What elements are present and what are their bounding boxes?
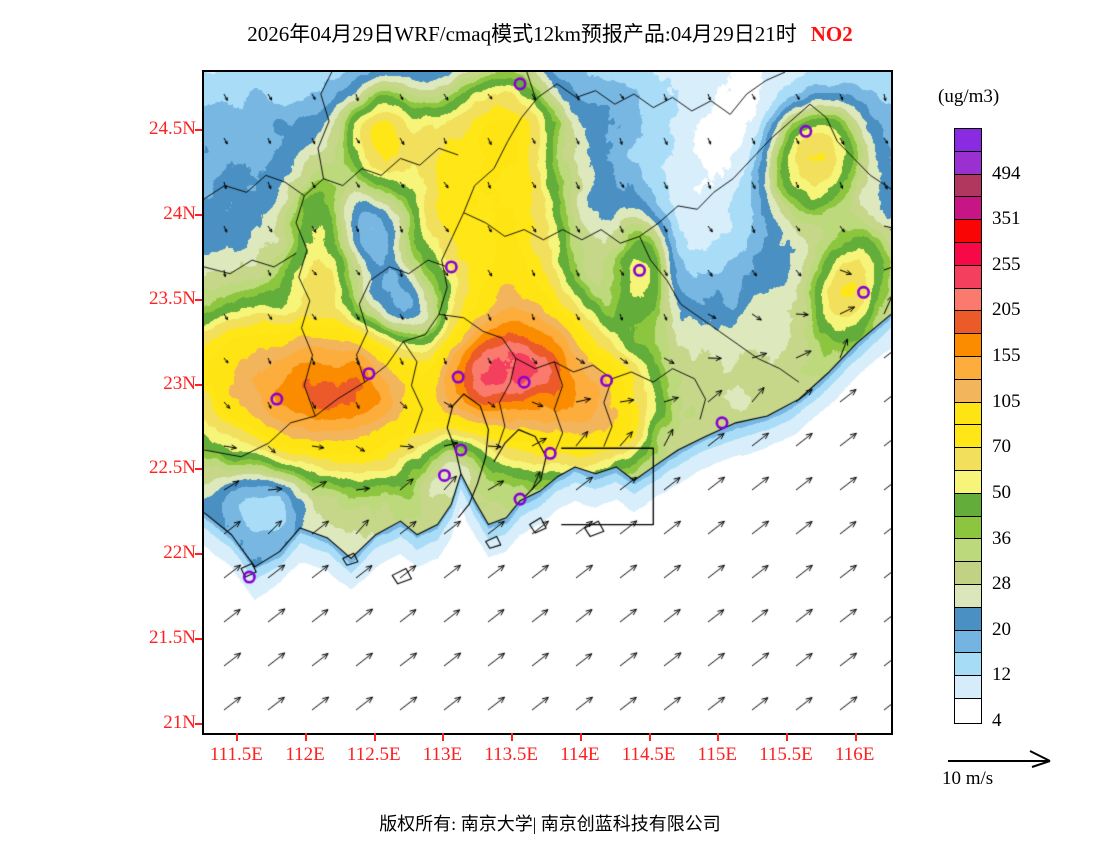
lat-tick-label: 24.5N [149,118,196,140]
lat-tick-label: 23N [163,372,196,394]
colorbar-band [955,607,981,631]
colorbar-band [955,448,981,471]
lon-tick-label: 114E [560,744,600,765]
colorbar-band [955,676,981,699]
colorbar-band [955,562,981,585]
lat-tick-label: 22.5N [149,457,196,479]
lon-tick-label: 116E [834,744,875,765]
lat-tick-mark [195,298,202,301]
colorbar-units-label: (ug/m3) [938,86,1000,107]
lat-tick-mark [195,129,202,132]
colorbar-tick-label: 12 [992,664,1011,686]
colorbar-band [955,516,981,540]
colorbar-tick-label: 20 [992,618,1011,640]
colorbar-band [955,402,981,426]
lon-tick-label: 112E [285,744,325,765]
colorbar-band [955,288,981,312]
wind-key-label: 10 m/s [942,768,994,789]
lon-tick-label: 111.5E [209,744,263,765]
colorbar[interactable] [954,128,982,724]
colorbar-band [955,151,981,175]
colorbar-band [955,197,981,221]
lon-tick-mark [442,733,445,741]
title-text: 2026年04月29日WRF/cmaq模式12km预报产品:04月29日21时 [247,22,797,46]
lon-tick-label: 115E [697,744,737,765]
colorbar-tick-label: 155 [992,345,1021,367]
colorbar-band [955,242,981,266]
lat-tick-mark [195,637,202,640]
lon-tick-mark [717,733,720,741]
page-title: 2026年04月29日WRF/cmaq模式12km预报产品:04月29日21时 N… [0,18,1100,48]
lat-tick-mark [195,383,202,386]
lon-tick-mark [648,733,651,741]
lon-tick-label: 112.5E [346,744,401,765]
colorbar-band [955,265,981,289]
lat-tick-label: 23.5N [149,287,196,309]
colorbar-tick-label: 205 [992,299,1021,321]
lat-tick-label: 24N [163,203,196,225]
lon-tick-label: 114.5E [621,744,676,765]
colorbar-band [955,174,981,198]
lon-tick-label: 115.5E [759,744,813,765]
lon-tick-mark [305,733,308,741]
colorbar-band [955,539,981,563]
lat-tick-label: 22N [163,542,196,564]
lat-tick-mark [195,722,202,725]
copyright-footer: 版权所有: 南京大学| 南京创蓝科技有限公司 [379,814,721,834]
colorbar-tick-label: 105 [992,390,1021,412]
lon-tick-mark [511,733,514,741]
colorbar-tick-label: 70 [992,436,1011,458]
colorbar-band [955,379,981,403]
lat-tick-mark [195,553,202,556]
colorbar-tick-label: 36 [992,527,1011,549]
forecast-map[interactable] [202,70,893,735]
colorbar-band [955,334,981,357]
colorbar-band [955,129,981,152]
colorbar-tick-label: 28 [992,573,1011,595]
colorbar-band [955,630,981,654]
lat-tick-label: 21.5N [149,626,196,648]
colorbar-tick-label: 351 [992,208,1021,230]
lat-tick-mark [195,468,202,471]
colorbar-band [955,653,981,677]
colorbar-tick-label: 494 [992,162,1021,184]
lat-tick-mark [195,214,202,217]
concentration-field-canvas[interactable] [204,72,891,733]
colorbar-band [955,493,981,517]
title-species-label: NO2 [810,22,853,46]
colorbar-band [955,425,981,449]
lon-tick-mark [236,733,239,741]
lon-tick-mark [579,733,582,741]
lon-tick-mark [785,733,788,741]
wind-arrow-icon [948,750,1051,768]
colorbar-tick-label: 50 [992,481,1011,503]
colorbar-band [955,311,981,335]
colorbar-band [955,220,981,243]
lat-tick-label: 21N [163,711,196,733]
lon-tick-mark [373,733,376,741]
colorbar-band [955,584,981,608]
colorbar-band [955,356,981,380]
lon-tick-mark [854,733,857,741]
colorbar-tick-label: 4 [992,710,1002,731]
lon-tick-label: 113.5E [484,744,538,765]
colorbar-band [955,698,981,722]
colorbar-tick-label: 255 [992,253,1021,275]
lon-tick-label: 113E [422,744,463,765]
colorbar-band [955,470,981,494]
